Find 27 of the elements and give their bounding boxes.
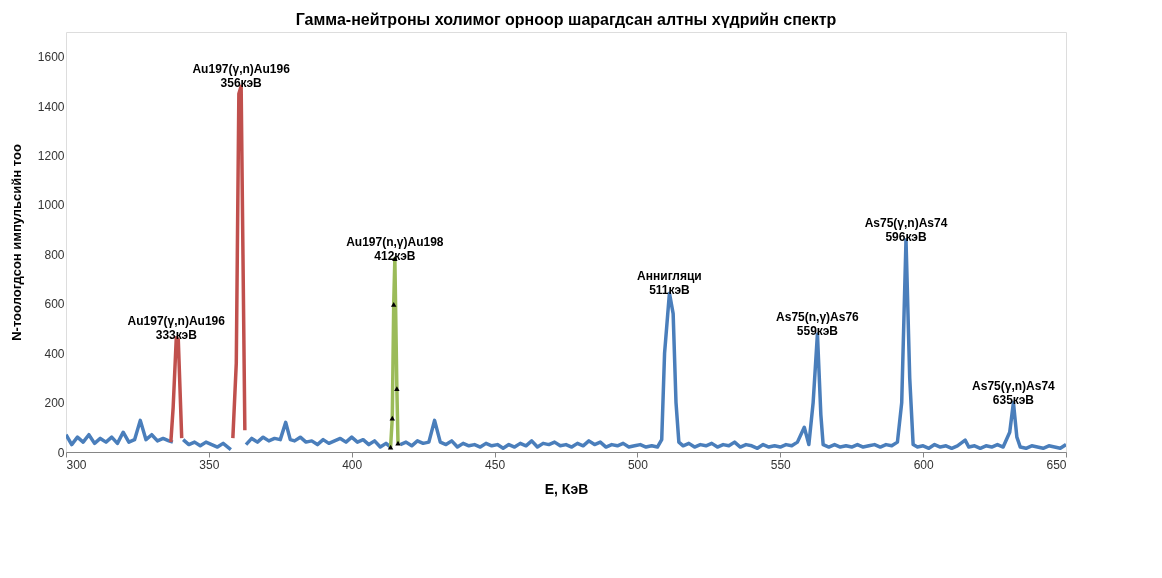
annotation: Au197(γ,n)Au196 356кэВ <box>192 62 291 91</box>
y-tick-label: 1200 <box>37 149 65 164</box>
x-tick-label: 350 <box>199 457 220 472</box>
annotation: As75(γ,n)As74 635кэВ <box>972 378 1056 407</box>
y-tick-label: 800 <box>44 247 65 262</box>
x-tick-label: 600 <box>913 457 934 472</box>
y-tick-label: 600 <box>44 297 65 312</box>
x-tick-label: 550 <box>770 457 792 472</box>
y-tick-label: 1400 <box>37 99 65 114</box>
annotation: As75(n,γ)As76 559кэВ <box>776 309 860 338</box>
x-tick-label: 650 <box>1046 457 1067 472</box>
x-axis-title: E, КэВ <box>544 480 589 497</box>
x-tick-label: 400 <box>342 457 363 472</box>
annotation: Au197(n,γ)Au198 412кэВ <box>346 234 444 263</box>
annotation: As75(γ,n)As74 596кэВ <box>864 215 948 244</box>
y-tick-label: 1600 <box>37 50 65 65</box>
y-tick-label: 0 <box>57 445 65 460</box>
x-tick-label: 300 <box>66 457 87 472</box>
x-tick-label: 450 <box>485 457 506 472</box>
annotation: Au197(γ,n)Au196 333кэВ <box>127 313 226 342</box>
y-tick-label: 200 <box>44 396 65 411</box>
y-tick-label: 1000 <box>37 198 65 213</box>
y-axis-title: N-тоологдсон импульсийн тоо <box>8 144 24 341</box>
y-tick-label: 400 <box>44 346 65 361</box>
annotation: Аннигляци 511кэВ <box>637 269 702 298</box>
chart-title: Гамма-нейтроны холимог орноор шарагдсан алтны хүдрийн спектр <box>295 11 837 28</box>
x-tick-label: 500 <box>627 457 649 472</box>
